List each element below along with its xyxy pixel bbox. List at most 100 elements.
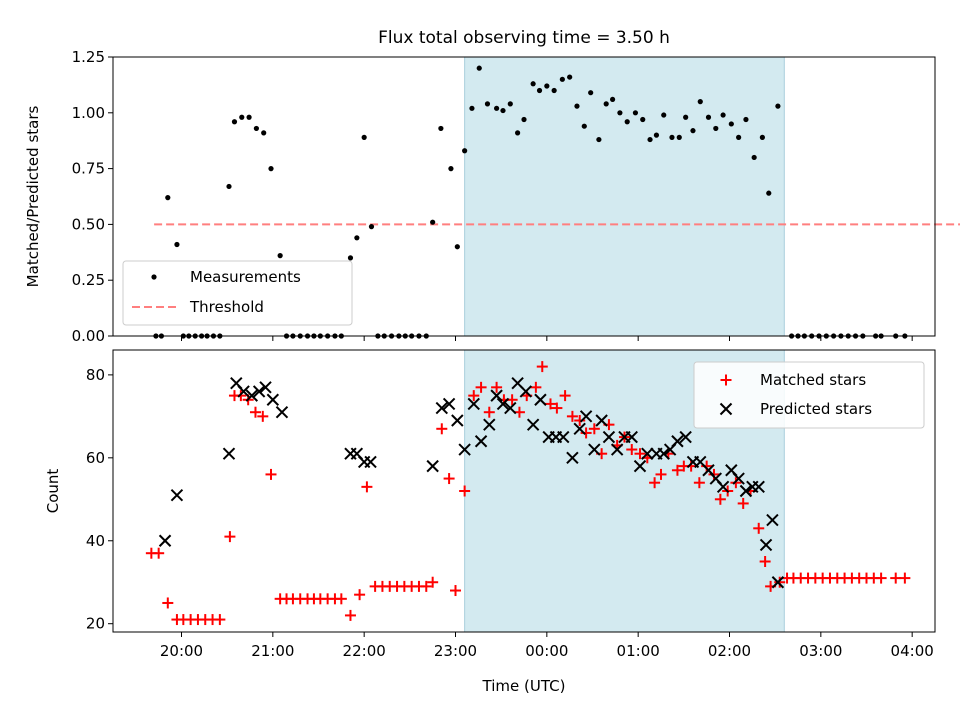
measurement-point bbox=[347, 255, 354, 261]
measurement-point bbox=[430, 219, 436, 225]
matched-star-point bbox=[354, 589, 366, 601]
predicted-star-point bbox=[739, 484, 753, 498]
x-tick-label: 23:00 bbox=[434, 642, 477, 660]
measurement-point bbox=[239, 114, 245, 120]
matched-star-point bbox=[759, 556, 771, 567]
matched-star-point bbox=[153, 547, 165, 559]
top-y-ticks: 0.00 0.25 0.50 0.75 1.00 1.25 bbox=[72, 48, 113, 345]
predicted-star-point bbox=[504, 401, 517, 415]
measurement-point bbox=[609, 96, 616, 103]
predicted-star-point bbox=[458, 443, 471, 456]
predicted-star-point bbox=[610, 443, 624, 456]
predicted-star-point bbox=[657, 447, 670, 460]
top-observing-window bbox=[464, 56, 785, 337]
chart-title: Flux total observing time = 3.50 h bbox=[378, 28, 670, 48]
measurement-point bbox=[174, 241, 180, 248]
matched-star-point bbox=[335, 593, 347, 605]
matched-star-point bbox=[450, 585, 461, 597]
measurement-point bbox=[669, 134, 675, 140]
matched-star-point bbox=[753, 522, 765, 534]
measurement-point bbox=[728, 121, 734, 127]
measurement-point bbox=[448, 166, 454, 172]
measurement-point bbox=[720, 112, 726, 118]
predicted-star-point bbox=[442, 397, 456, 411]
measurement-point bbox=[751, 154, 757, 161]
predicted-star-point bbox=[170, 488, 184, 502]
matched-star-point bbox=[427, 576, 439, 588]
predicted-stars-points bbox=[158, 376, 785, 589]
predicted-star-point bbox=[588, 443, 601, 456]
top-axes-frame bbox=[112, 56, 936, 337]
y-tick-label: 40 bbox=[86, 532, 105, 550]
measurement-point bbox=[766, 190, 772, 196]
matched-legend-marker bbox=[720, 374, 732, 386]
predicted-legend-marker bbox=[719, 402, 733, 416]
matched-star-point bbox=[574, 415, 586, 426]
matched-star-point bbox=[224, 531, 236, 543]
predicted-star-point bbox=[245, 389, 259, 402]
matched-star-point bbox=[459, 485, 471, 497]
matched-star-point bbox=[559, 390, 571, 402]
measurement-point bbox=[759, 134, 765, 140]
measurement-point bbox=[494, 105, 500, 111]
y-tick-label: 0.25 bbox=[72, 271, 105, 289]
predicted-star-point bbox=[641, 447, 654, 460]
measurement-point bbox=[521, 116, 527, 123]
predicted-star-point bbox=[451, 414, 464, 427]
matched-star-point bbox=[551, 402, 563, 414]
predicted-star-point bbox=[679, 430, 692, 444]
measurement-point bbox=[567, 74, 573, 80]
matched-legend-glyph bbox=[720, 374, 732, 386]
matched-star-point bbox=[588, 423, 600, 435]
measurement-point bbox=[500, 107, 506, 114]
x-tick-label: 00:00 bbox=[525, 642, 568, 660]
measurement-point bbox=[484, 101, 491, 107]
matched-star-point bbox=[530, 381, 542, 393]
matched-star-point bbox=[649, 477, 661, 489]
matched-star-point bbox=[483, 406, 495, 418]
matched-star-point bbox=[693, 477, 705, 489]
measurement-point bbox=[713, 125, 719, 132]
predicted-star-point bbox=[467, 397, 480, 411]
matched-star-point bbox=[544, 398, 556, 410]
y-tick-label: 60 bbox=[86, 449, 105, 467]
matched-star-point bbox=[774, 576, 786, 588]
measurement-point bbox=[354, 235, 360, 241]
predicted-star-point bbox=[237, 385, 250, 398]
x-tick-label: 20:00 bbox=[160, 642, 203, 660]
predicted-star-point bbox=[266, 393, 280, 406]
predicted-star-point bbox=[579, 410, 593, 423]
matched-star-point bbox=[468, 390, 480, 402]
measurement-point bbox=[536, 87, 543, 94]
y-tick-label: 1.25 bbox=[72, 48, 105, 66]
matched-star-point bbox=[443, 473, 455, 485]
predicted-star-point bbox=[557, 430, 570, 444]
predicted-star-point bbox=[222, 447, 236, 460]
x-axis-label: Time (UTC) bbox=[482, 677, 566, 695]
predicted-star-point bbox=[732, 472, 745, 485]
matched-star-point bbox=[420, 580, 432, 592]
bottom-x-ticks: 20:00 21:00 22:00 23:00 00:00 01:00 02:00 03:00… bbox=[160, 632, 934, 660]
measurement-point bbox=[624, 119, 630, 125]
predicted-star-point bbox=[573, 422, 586, 436]
y-tick-label: 80 bbox=[86, 366, 105, 384]
measurement-point bbox=[462, 148, 468, 154]
predicted-star-point bbox=[759, 538, 773, 552]
predicted-legend-glyph bbox=[719, 402, 733, 416]
measurement-point bbox=[653, 132, 660, 138]
bottom-panel: 20 40 60 80 20:00 21:00 22:00 23:00 00:00 01:00 0… bbox=[44, 349, 936, 695]
measurement-point bbox=[277, 253, 283, 259]
matched-star-point bbox=[214, 614, 226, 626]
predicted-star-point bbox=[519, 385, 533, 398]
measurement-point bbox=[683, 114, 689, 120]
predicted-star-point bbox=[474, 435, 488, 448]
predicted-star-point bbox=[534, 393, 547, 406]
matched-star-point bbox=[265, 468, 277, 480]
measurement-point bbox=[226, 183, 232, 190]
predicted-star-point bbox=[490, 389, 503, 402]
measurement-point bbox=[661, 112, 667, 118]
y-tick-label: 20 bbox=[86, 615, 105, 633]
predicted-star-point bbox=[771, 576, 785, 589]
measurement-point bbox=[261, 130, 267, 136]
measurement-point bbox=[697, 99, 703, 105]
